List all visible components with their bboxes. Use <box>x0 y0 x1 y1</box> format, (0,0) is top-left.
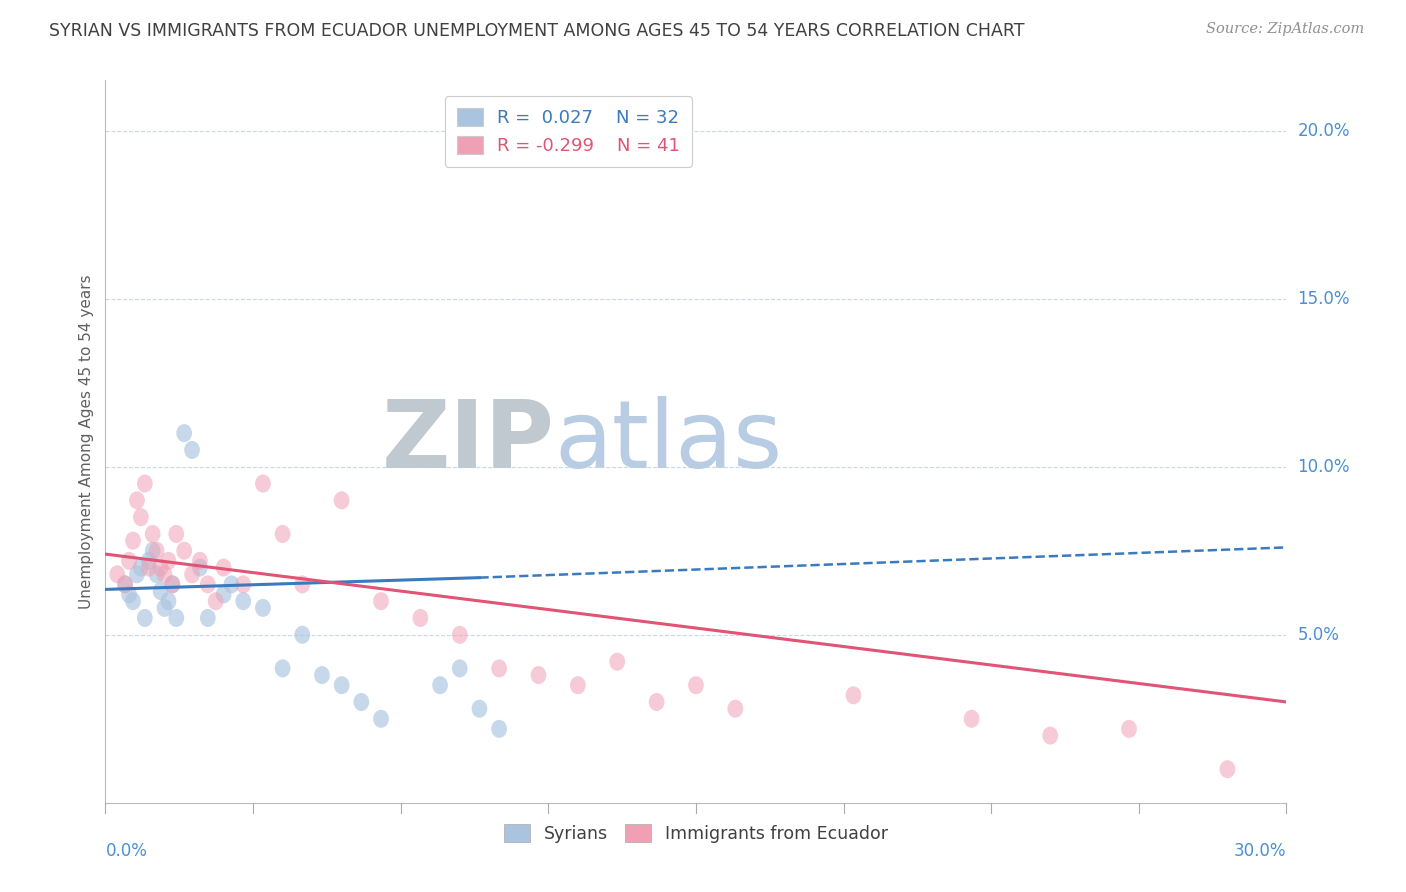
Ellipse shape <box>134 508 149 526</box>
Ellipse shape <box>235 575 252 593</box>
Ellipse shape <box>136 475 153 492</box>
Ellipse shape <box>727 699 744 718</box>
Ellipse shape <box>274 524 291 543</box>
Ellipse shape <box>134 558 149 576</box>
Ellipse shape <box>136 609 153 627</box>
Ellipse shape <box>609 653 626 671</box>
Ellipse shape <box>176 541 193 560</box>
Text: 30.0%: 30.0% <box>1234 842 1286 860</box>
Ellipse shape <box>149 566 165 583</box>
Ellipse shape <box>845 686 862 705</box>
Ellipse shape <box>530 666 547 684</box>
Ellipse shape <box>129 491 145 509</box>
Ellipse shape <box>110 566 125 583</box>
Ellipse shape <box>169 609 184 627</box>
Ellipse shape <box>254 475 271 492</box>
Ellipse shape <box>141 558 156 576</box>
Ellipse shape <box>1219 760 1236 778</box>
Ellipse shape <box>224 575 239 593</box>
Ellipse shape <box>1121 720 1137 738</box>
Ellipse shape <box>963 710 980 728</box>
Ellipse shape <box>200 575 215 593</box>
Ellipse shape <box>141 552 156 570</box>
Ellipse shape <box>149 541 165 560</box>
Ellipse shape <box>156 566 173 583</box>
Ellipse shape <box>491 659 508 677</box>
Ellipse shape <box>193 552 208 570</box>
Ellipse shape <box>254 599 271 617</box>
Ellipse shape <box>169 524 184 543</box>
Ellipse shape <box>569 676 586 694</box>
Text: 0.0%: 0.0% <box>105 842 148 860</box>
Ellipse shape <box>165 575 180 593</box>
Ellipse shape <box>451 626 468 644</box>
Text: 20.0%: 20.0% <box>1298 121 1350 140</box>
Ellipse shape <box>184 441 200 459</box>
Ellipse shape <box>432 676 449 694</box>
Ellipse shape <box>165 575 180 593</box>
Ellipse shape <box>215 585 232 604</box>
Text: 10.0%: 10.0% <box>1298 458 1350 475</box>
Ellipse shape <box>208 592 224 610</box>
Ellipse shape <box>373 710 389 728</box>
Ellipse shape <box>688 676 704 694</box>
Y-axis label: Unemployment Among Ages 45 to 54 years: Unemployment Among Ages 45 to 54 years <box>79 274 94 609</box>
Text: ZIP: ZIP <box>381 395 554 488</box>
Ellipse shape <box>145 541 160 560</box>
Ellipse shape <box>125 592 141 610</box>
Ellipse shape <box>117 575 134 593</box>
Text: SYRIAN VS IMMIGRANTS FROM ECUADOR UNEMPLOYMENT AMONG AGES 45 TO 54 YEARS CORRELA: SYRIAN VS IMMIGRANTS FROM ECUADOR UNEMPL… <box>49 22 1025 40</box>
Ellipse shape <box>333 491 350 509</box>
Legend: Syrians, Immigrants from Ecuador: Syrians, Immigrants from Ecuador <box>495 816 897 852</box>
Ellipse shape <box>117 575 134 593</box>
Ellipse shape <box>1042 727 1059 745</box>
Ellipse shape <box>160 592 176 610</box>
Ellipse shape <box>471 699 488 718</box>
Ellipse shape <box>235 592 252 610</box>
Text: atlas: atlas <box>554 395 783 488</box>
Ellipse shape <box>373 592 389 610</box>
Ellipse shape <box>153 558 169 576</box>
Ellipse shape <box>125 532 141 549</box>
Ellipse shape <box>274 659 291 677</box>
Ellipse shape <box>353 693 370 711</box>
Ellipse shape <box>333 676 350 694</box>
Ellipse shape <box>491 720 508 738</box>
Ellipse shape <box>412 609 429 627</box>
Text: Source: ZipAtlas.com: Source: ZipAtlas.com <box>1205 22 1364 37</box>
Ellipse shape <box>121 585 136 604</box>
Ellipse shape <box>648 693 665 711</box>
Ellipse shape <box>200 609 215 627</box>
Ellipse shape <box>294 626 311 644</box>
Text: 15.0%: 15.0% <box>1298 290 1350 308</box>
Ellipse shape <box>176 424 193 442</box>
Ellipse shape <box>451 659 468 677</box>
Ellipse shape <box>215 558 232 576</box>
Text: 5.0%: 5.0% <box>1298 626 1340 644</box>
Ellipse shape <box>184 566 200 583</box>
Ellipse shape <box>314 666 330 684</box>
Ellipse shape <box>193 558 208 576</box>
Ellipse shape <box>160 552 176 570</box>
Ellipse shape <box>153 582 169 600</box>
Ellipse shape <box>121 552 136 570</box>
Ellipse shape <box>129 566 145 583</box>
Ellipse shape <box>145 524 160 543</box>
Ellipse shape <box>294 575 311 593</box>
Ellipse shape <box>156 599 173 617</box>
